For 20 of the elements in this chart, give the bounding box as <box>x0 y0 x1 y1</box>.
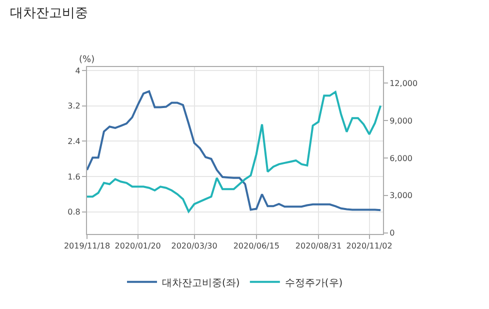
x-tick-label: 2020/08/31 <box>295 242 342 251</box>
y2-tick-label: 9,000 <box>390 116 413 126</box>
x-tick-label: 2020/01/20 <box>114 242 161 251</box>
chart-title: 대차잔고비중 <box>10 6 88 21</box>
y2-tick-label: 6,000 <box>390 154 413 163</box>
y-tick-label: 2.4 <box>68 137 80 146</box>
x-tick-label: 2020/06/15 <box>233 242 280 251</box>
legend-label: 대차잔고비중(좌) <box>162 278 240 289</box>
y-tick-label: 4 <box>75 66 80 76</box>
y-axis-title: (%) <box>79 55 95 65</box>
y2-tick-label: 12,000 <box>390 79 418 88</box>
x-tick-label: 2020/11/02 <box>346 242 392 251</box>
y2-tick-label: 0 <box>390 228 395 238</box>
y-tick-label: 0.8 <box>68 208 80 217</box>
legend-label: 수정주가(우) <box>284 278 343 289</box>
x-tick-label: 2019/11/18 <box>64 242 110 251</box>
y2-tick-label: 3,000 <box>390 191 413 200</box>
y-tick-label: 3.2 <box>68 102 80 111</box>
y-tick-label: 1.6 <box>68 172 80 182</box>
x-tick-label: 2020/03/30 <box>171 242 218 251</box>
